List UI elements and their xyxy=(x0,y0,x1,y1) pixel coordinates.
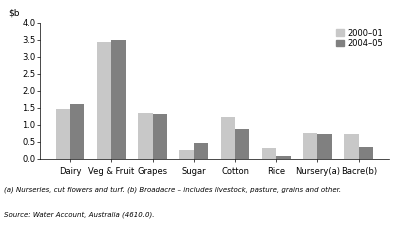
Text: $b: $b xyxy=(8,8,20,17)
Bar xyxy=(235,129,249,159)
Bar xyxy=(97,42,111,159)
Legend: 2000–01, 2004–05: 2000–01, 2004–05 xyxy=(334,27,385,50)
Bar xyxy=(221,117,235,159)
Bar xyxy=(179,150,194,159)
Bar xyxy=(111,40,126,159)
Bar xyxy=(56,109,70,159)
Text: (a) Nurseries, cut flowers and turf. (b) Broadacre – includes livestock, pasture: (a) Nurseries, cut flowers and turf. (b)… xyxy=(4,186,341,193)
Bar xyxy=(262,148,276,159)
Bar xyxy=(138,113,152,159)
Bar xyxy=(344,134,359,159)
Bar xyxy=(194,143,208,159)
Text: Source: Water Account, Australia (4610.0).: Source: Water Account, Australia (4610.0… xyxy=(4,211,154,218)
Bar xyxy=(359,147,373,159)
Bar xyxy=(152,114,167,159)
Bar xyxy=(303,133,318,159)
Bar xyxy=(70,104,85,159)
Bar xyxy=(276,156,291,159)
Bar xyxy=(318,134,332,159)
